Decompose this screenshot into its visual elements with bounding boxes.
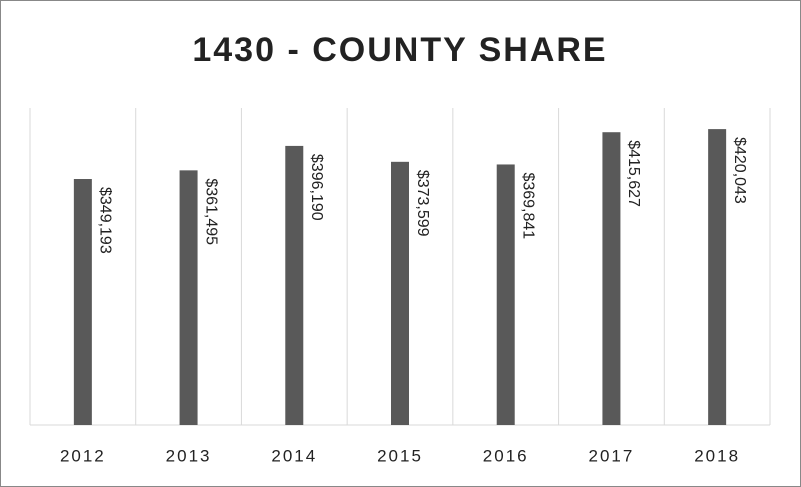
x-tick-label: 2018 xyxy=(694,446,740,465)
x-tick-label: 2016 xyxy=(483,446,529,465)
bar xyxy=(73,179,92,425)
bar xyxy=(708,129,727,426)
data-label: $415,627 xyxy=(625,140,642,207)
x-tick-label: 2012 xyxy=(60,446,106,465)
x-tick-label: 2017 xyxy=(589,446,635,465)
data-label: $373,599 xyxy=(414,170,431,237)
data-label: $369,841 xyxy=(519,172,536,239)
bar xyxy=(179,170,198,425)
chart-title: 1430 - COUNTY SHARE xyxy=(192,31,607,69)
bar xyxy=(391,161,409,426)
bar xyxy=(285,145,304,425)
data-label: $420,043 xyxy=(731,137,748,204)
x-tick-label: 2013 xyxy=(166,446,212,465)
bar xyxy=(602,132,621,425)
data-label: $349,193 xyxy=(97,187,114,254)
x-tick-label: 2015 xyxy=(377,446,423,465)
x-tick-label: 2014 xyxy=(271,446,317,465)
data-label: $361,495 xyxy=(202,178,219,245)
bar xyxy=(496,164,515,425)
data-label: $396,190 xyxy=(308,154,325,221)
